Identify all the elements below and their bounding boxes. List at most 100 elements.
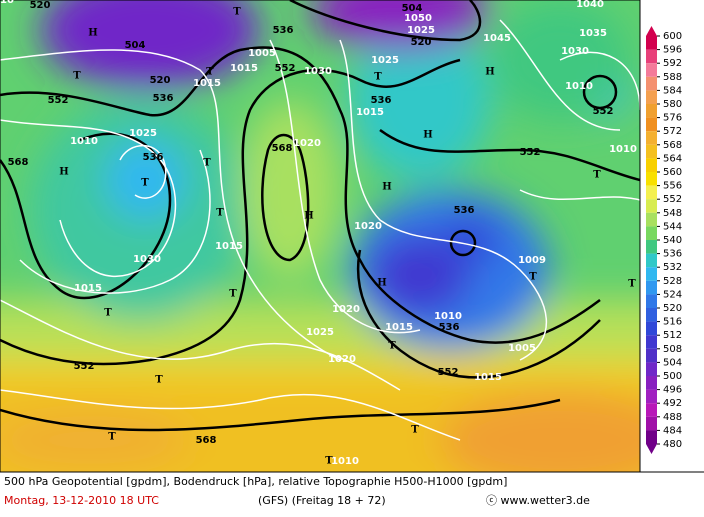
colorbar-cell (646, 335, 657, 349)
pressure-label: 1015 (356, 107, 384, 118)
geopotential-label: 552 (593, 106, 614, 117)
geopotential-label: 536 (454, 205, 475, 216)
pressure-label: 1020 (332, 304, 360, 315)
colorbar-cell (646, 321, 657, 336)
colorbar-cell (646, 294, 657, 308)
colorbar-label: 484 (663, 425, 682, 436)
geopotential-label: 504 (125, 40, 146, 51)
pressure-label: 1035 (579, 28, 607, 39)
colorbar-label: 524 (663, 289, 682, 300)
geopotential-label: 568 (196, 435, 217, 446)
pressure-label: 1020 (328, 354, 356, 365)
pressure-label: 1015 (74, 283, 102, 294)
colorbar-cell (646, 117, 657, 132)
pressure-center: H (59, 167, 68, 178)
pressure-center: T (73, 71, 81, 82)
geopotential-label: 536 (439, 322, 460, 333)
pressure-label: 1030 (561, 46, 589, 57)
footer-credit: ⓒ www.wetter3.de (486, 494, 590, 507)
pressure-label: 1015 (474, 372, 502, 383)
pressure-center: T (104, 308, 112, 319)
pressure-label: 1010 (565, 81, 593, 92)
geopotential-label: 536 (143, 152, 164, 163)
pressure-label: 1015 (193, 78, 221, 89)
pressure-label: 1005 (248, 48, 276, 59)
pressure-label: 1020 (354, 221, 382, 232)
geopotential-label: 536 (371, 95, 392, 106)
pressure-label: 1015 (385, 322, 413, 333)
pressure-label: 1009 (518, 255, 546, 266)
geopotential-label: 552 (438, 367, 459, 378)
colorbar-label: 576 (663, 113, 682, 124)
colorbar-label: 496 (663, 385, 682, 396)
colorbar-label: 504 (663, 357, 682, 368)
pressure-label: 1025 (371, 55, 399, 66)
colorbar-cell (646, 172, 657, 186)
geopotential-label: 520 (30, 0, 51, 11)
pressure-center: T (529, 272, 537, 283)
colorbar-cell (646, 240, 657, 254)
pressure-center: T (411, 425, 419, 436)
pressure-center: T (155, 375, 163, 386)
colorbar-label: 564 (663, 153, 682, 164)
geopotential-label: 536 (153, 93, 174, 104)
pressure-label: 1010 (70, 136, 98, 147)
colorbar-cell (646, 212, 657, 227)
pressure-center: T (593, 170, 601, 181)
pressure-label: 1010 (0, 0, 14, 6)
colorbar-label: 584 (663, 85, 682, 96)
map-field (0, 0, 640, 472)
geopotential-label: 552 (74, 361, 95, 372)
colorbar-cell (646, 280, 657, 295)
pressure-center: T (206, 67, 214, 78)
pressure-center: H (88, 28, 97, 39)
colorbar-label: 488 (663, 412, 682, 423)
colorbar-cell (646, 131, 657, 145)
pressure-center: T (233, 7, 241, 18)
colorbar-label: 508 (663, 344, 682, 355)
colorbar-cell (646, 199, 657, 213)
footer-date: Montag, 13-12-2010 18 UTC (4, 494, 159, 507)
pressure-center: T (203, 158, 211, 169)
colorbar-cell (646, 36, 657, 50)
colorbar-label: 540 (663, 235, 682, 246)
colorbar-cell (646, 90, 657, 104)
pressure-label: 1020 (293, 138, 321, 149)
colorbar-cell (646, 63, 657, 77)
colorbar-label: 528 (663, 276, 682, 287)
colorbar-label: 492 (663, 398, 682, 409)
colorbar-label: 512 (663, 330, 682, 341)
colorbar-label: 588 (663, 72, 682, 83)
geopotential-label: 552 (48, 95, 69, 106)
pressure-label: 1010 (609, 144, 637, 155)
colorbar-cell (646, 308, 657, 322)
colorbar-label: 596 (663, 45, 682, 56)
colorbar-cell (646, 348, 657, 363)
pressure-center: T (388, 341, 396, 352)
geopotential-label: 568 (8, 157, 29, 168)
colorbar-cell (646, 403, 657, 417)
pressure-center: T (141, 178, 149, 189)
colorbar-cell (646, 416, 657, 431)
pressure-label: 1015 (230, 63, 258, 74)
colorbar-label: 500 (663, 371, 682, 382)
geopotential-label: 520 (411, 37, 432, 48)
pressure-center: T (108, 432, 116, 443)
colorbar-label: 600 (663, 31, 682, 42)
colorbar-label: 572 (663, 126, 682, 137)
pressure-label: 1025 (306, 327, 334, 338)
colorbar-label: 516 (663, 317, 682, 328)
colorbar-label: 480 (663, 439, 682, 450)
colorbar-cell (646, 185, 657, 200)
geopotential-label: 568 (272, 143, 293, 154)
colorbar-label: 556 (663, 181, 682, 192)
geopotential-label: 552 (275, 63, 296, 74)
pressure-center: H (304, 211, 313, 222)
pressure-center: H (377, 278, 386, 289)
footer-description: 500 hPa Geopotential [gpdm], Bodendruck … (4, 475, 507, 488)
colorbar-arrow-bottom (646, 430, 657, 454)
pressure-center: H (423, 130, 432, 141)
geopotential-label: 504 (402, 3, 423, 14)
colorbar-label: 552 (663, 194, 682, 205)
